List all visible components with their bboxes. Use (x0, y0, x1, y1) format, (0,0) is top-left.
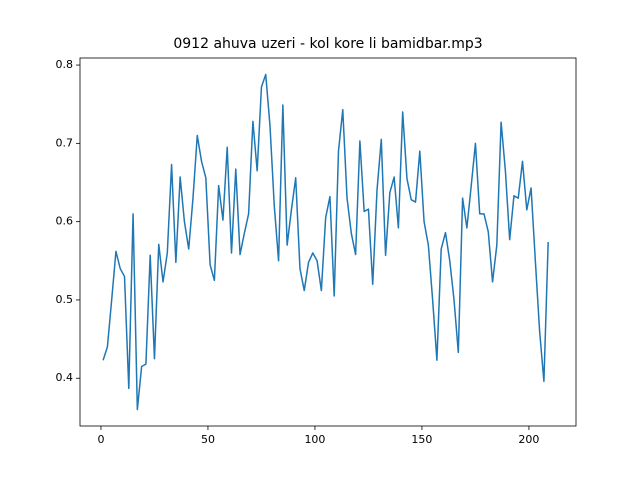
y-tick-label: 0.5 (56, 293, 74, 306)
x-tick-label: 50 (201, 433, 215, 446)
x-tick-label: 150 (411, 433, 432, 446)
x-tick-label: 0 (97, 433, 104, 446)
y-tick-label: 0.8 (56, 58, 74, 71)
y-tick-label: 0.7 (56, 136, 74, 149)
x-tick-label: 100 (304, 433, 325, 446)
y-tick-label: 0.6 (56, 215, 74, 228)
x-tick-label: 200 (518, 433, 539, 446)
y-tick-label: 0.4 (56, 371, 74, 384)
chart-title: 0912 ahuva uzeri - kol kore li bamidbar.… (173, 36, 482, 52)
plot-frame (79, 57, 577, 427)
data-line (102, 73, 549, 411)
